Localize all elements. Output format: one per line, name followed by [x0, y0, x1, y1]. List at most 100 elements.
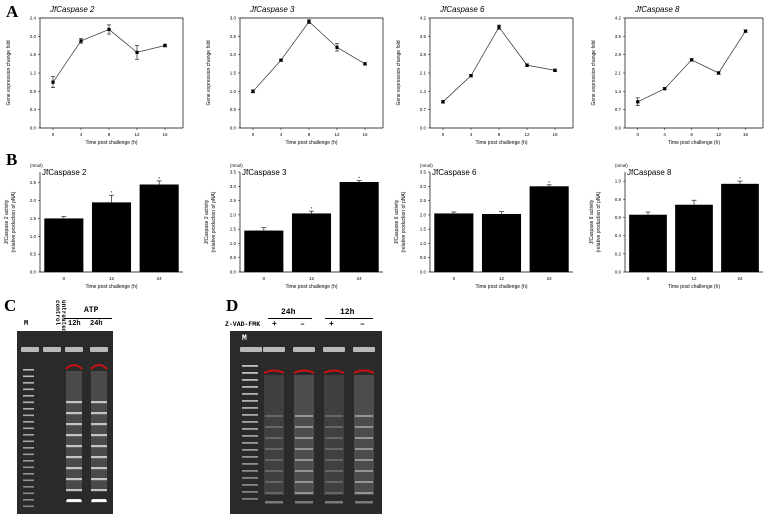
data-point — [251, 89, 255, 93]
panel-letter-d: D — [226, 296, 239, 315]
y-tick-label: 0.5 — [30, 252, 37, 257]
dna-ladder-band — [295, 459, 313, 461]
x-tick-label: 8 — [690, 132, 693, 137]
dna-ladder-band — [91, 478, 107, 481]
dna-band — [92, 499, 106, 502]
gel-c-group-line — [64, 318, 112, 319]
y-axis-label-2: (relative production of pNA) — [401, 191, 407, 252]
series-line — [52, 29, 166, 83]
dna-ladder-band — [66, 445, 82, 448]
ladder-band — [23, 453, 34, 456]
gel-c-image — [17, 331, 113, 514]
gel-well — [21, 347, 39, 352]
bar-chart-caspase8: JfCaspase 8 (nmol) 0.0 0.2 0.4 0.6 0.8 1.0 JfCas… — [585, 152, 775, 292]
y-axis-label: JfCaspase 2 activity — [4, 199, 10, 244]
x-tick-label: 0 — [263, 276, 266, 281]
y-tick-label: 2.0 — [30, 198, 37, 203]
well-highlight — [323, 369, 345, 374]
ladder-band — [242, 477, 258, 479]
gel-c-lane-24h: 24h — [90, 320, 103, 328]
dna-ladder-band — [66, 467, 82, 470]
ladder-band — [242, 470, 258, 472]
ladder-band — [242, 414, 258, 416]
y-tick-label: 2.0 — [230, 212, 237, 217]
y-tick-label: 3.0 — [420, 184, 427, 189]
bar — [44, 218, 84, 272]
dna-ladder-band — [265, 426, 283, 428]
gel-d-sign-1: + — [272, 320, 277, 329]
ladder-band — [23, 388, 34, 391]
bar-chart-caspase3: JfCaspase 3 (nmol) 0.0 0.5 1.0 1.5 2.0 2.5 3.0 3.… — [200, 152, 395, 292]
y-tick-label: 1.5 — [420, 227, 427, 232]
significance-mark: * — [739, 176, 741, 181]
bar — [139, 184, 179, 272]
dna-ladder-band — [355, 481, 373, 483]
y-tick-label: 1.0 — [30, 234, 37, 239]
chart-unit: (nmol) — [30, 163, 43, 168]
y-tick-label: 4.2 — [420, 16, 427, 21]
dna-ladder-band — [325, 470, 343, 472]
y-tick-label: 2.5 — [230, 34, 237, 39]
chart-title: JfCaspase 8 — [634, 5, 680, 14]
dna-ladder-band — [325, 492, 343, 494]
x-tick-label: 0 — [453, 276, 456, 281]
ladder-band — [242, 428, 258, 430]
bar-chart-caspase6: JfCaspase 6 (nmol) 0.0 0.5 1.0 1.5 2.0 2.5 3.0 3.… — [390, 152, 585, 292]
y-tick-label: 0.0 — [30, 270, 37, 275]
dna-band — [295, 501, 313, 504]
y-axis-label: Gene expression change fold — [6, 40, 12, 105]
x-tick-label: 12 — [334, 132, 340, 137]
y-tick-label: 1.0 — [615, 179, 622, 184]
x-tick-label: 0 — [52, 132, 55, 137]
ladder-band — [23, 434, 34, 436]
chart-title: JfCaspase 6 — [439, 5, 485, 14]
y-tick-label: 1.0 — [230, 241, 237, 246]
gel-d-image — [230, 331, 382, 514]
dna-ladder-band — [355, 426, 373, 428]
y-tick-label: 2.4 — [30, 16, 37, 21]
data-point — [51, 80, 55, 84]
dna-smear — [294, 375, 314, 495]
gel-d-sign-4: – — [360, 320, 365, 329]
chart-title: JfCaspase 2 — [42, 168, 87, 177]
dna-ladder-band — [325, 426, 343, 428]
panel-letter-b: B — [6, 150, 18, 169]
dna-ladder-band — [66, 456, 82, 459]
dna-ladder-band — [325, 415, 343, 417]
y-axis-label: JfCaspase 6 activity — [394, 199, 400, 244]
line-chart-caspase8: JfCaspase 8 0.0 0.7 1.4 2.1 2.8 3.5 4.2 Gene exp… — [585, 0, 775, 148]
well-highlight — [263, 369, 285, 374]
gel-well — [263, 347, 285, 352]
well-highlight — [65, 364, 83, 370]
data-point — [307, 20, 311, 24]
x-tick-label: 8 — [108, 132, 111, 137]
x-tick-label: 24 — [737, 276, 743, 281]
significance-mark: * — [548, 180, 550, 185]
x-tick-label: 16 — [743, 132, 749, 137]
y-tick-label: 0.2 — [615, 251, 622, 256]
dna-band — [265, 501, 283, 504]
x-tick-label: 12 — [309, 276, 315, 281]
x-tick-label: 16 — [362, 132, 368, 137]
x-axis-label: Time post challenge (h) — [475, 140, 527, 146]
ladder-band — [23, 492, 34, 495]
y-axis-label: JfCaspase 8 activity — [589, 199, 595, 244]
dna-ladder-band — [91, 445, 107, 448]
chart-title: JfCaspase 2 — [49, 5, 95, 14]
ladder-band — [23, 460, 34, 462]
x-tick-label: 4 — [80, 132, 83, 137]
y-tick-label: 3.0 — [230, 16, 237, 21]
dna-ladder-band — [91, 401, 107, 404]
x-tick-label: 0 — [442, 132, 445, 137]
y-tick-label: 0.0 — [30, 126, 37, 131]
x-tick-label: 4 — [280, 132, 283, 137]
dna-ladder-band — [66, 401, 82, 404]
dna-ladder-band — [295, 492, 313, 494]
x-axis-label: Time post challenge (h) — [475, 284, 527, 290]
dna-band — [355, 501, 373, 504]
y-axis-label-2: (relative production of pNA) — [11, 191, 17, 252]
ladder-band — [242, 491, 258, 493]
y-tick-label: 0.0 — [230, 126, 237, 131]
bar — [529, 186, 569, 272]
x-axis-label: Time post challenge (h) — [85, 284, 137, 290]
